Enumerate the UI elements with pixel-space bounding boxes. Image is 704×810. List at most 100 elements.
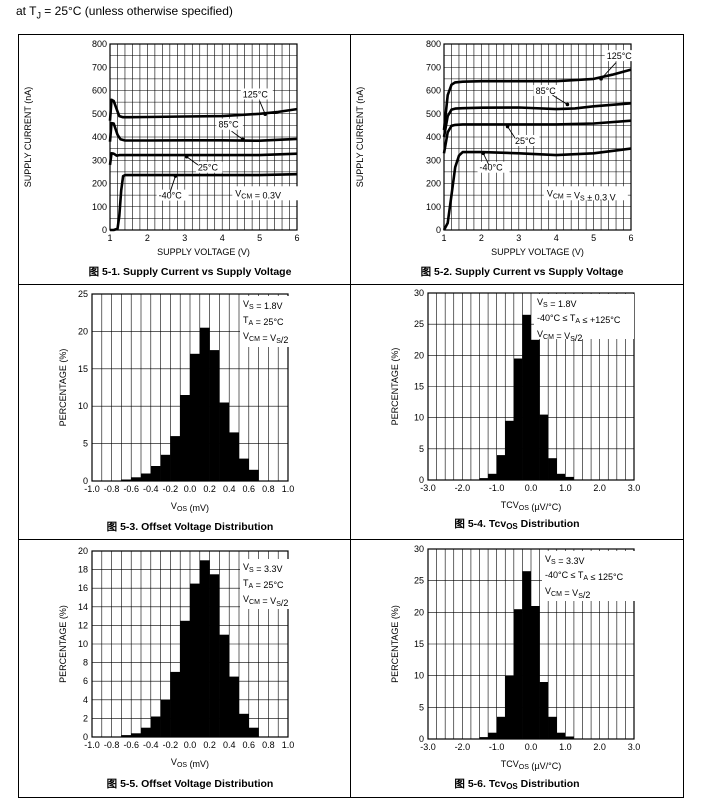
y-tick-label: 200 xyxy=(426,179,441,189)
figure-caption: 图 5-3. Offset Voltage Distribution xyxy=(107,521,274,533)
y-axis-label: PERCENTAGE (%) xyxy=(58,349,68,427)
figure-caption: 图 5-1. Supply Current vs Supply Voltage xyxy=(89,266,292,278)
figure-grid-frame xyxy=(18,34,684,798)
x-tick-label: 2 xyxy=(479,233,484,243)
histogram-bar xyxy=(556,473,566,480)
histogram-bar xyxy=(505,420,514,480)
histogram-bar xyxy=(479,737,489,739)
annotation-bg xyxy=(216,118,243,130)
histogram-bar xyxy=(121,735,132,737)
plot-frame xyxy=(427,292,635,481)
histogram-bar xyxy=(548,716,557,739)
y-tick-label: 12 xyxy=(78,620,88,630)
condition-bg xyxy=(534,294,634,339)
y-axis-label: SUPPLY CURRENT (nA) xyxy=(355,87,365,188)
y-tick-label: 300 xyxy=(426,155,441,165)
y-tick-label: 0 xyxy=(83,476,88,486)
series-annotation: 85°C xyxy=(218,120,239,130)
histogram-bar xyxy=(160,699,171,737)
annotation-bg xyxy=(604,50,637,62)
test-condition: VCM = VS ± 0.3 V xyxy=(547,188,616,202)
series-annotation: 125°C xyxy=(607,51,633,61)
condition-bg xyxy=(542,551,638,601)
chart-tcvos-dist-1p8: -3.0 -2.0 -1.0 0.0 1.0 2.0 3.0 0 5 10 15 20 25 30 TCVO… xyxy=(390,288,640,531)
y-tick-label: 0 xyxy=(436,225,441,235)
y-tick-label: 30 xyxy=(414,544,424,554)
x-tick-label: -3.0 xyxy=(420,483,436,493)
x-tick-label: -0.2 xyxy=(163,484,179,494)
y-tick-label: 600 xyxy=(426,86,441,96)
chart-offset-voltage-dist-1p8: -1.0 -0.8 -0.6 -0.4 -0.2 0.0 0.2 0.4 0.6 0.8 1.0 0 5… xyxy=(58,289,297,533)
histogram-bar xyxy=(565,476,574,480)
grid-divider-row-1 xyxy=(18,284,684,285)
series-annotation: 25°C xyxy=(515,136,536,146)
annotation-arrowhead xyxy=(173,174,178,178)
x-tick-label: 3 xyxy=(516,233,521,243)
chart-tcvos-dist-3p3: -3.0 -2.0 -1.0 0.0 1.0 2.0 3.0 0 5 10 15 20 25 30 TCVO… xyxy=(390,544,640,791)
y-tick-label: 800 xyxy=(426,39,441,49)
histogram-bar xyxy=(522,314,531,480)
series-line xyxy=(110,172,298,232)
histogram-bar xyxy=(488,732,497,739)
histogram-bar xyxy=(229,432,239,481)
y-tick-label: 10 xyxy=(414,671,424,681)
histogram-bar xyxy=(190,353,200,481)
annotation-leader xyxy=(600,62,617,80)
histogram-bar xyxy=(131,733,141,737)
y-tick-label: 10 xyxy=(414,413,424,423)
histogram-bar xyxy=(539,414,549,480)
histogram-bar xyxy=(531,606,540,739)
histogram-bar xyxy=(539,682,549,739)
x-axis-label: TCVOS (µV/°C) xyxy=(501,759,561,771)
y-tick-label: 100 xyxy=(92,202,107,212)
header-prefix: at T xyxy=(16,4,37,18)
annotation-arrowhead xyxy=(505,124,510,129)
test-condition: TA = 25°C xyxy=(243,578,284,590)
x-tick-label: -0.8 xyxy=(104,740,120,750)
y-tick-label: 15 xyxy=(414,382,424,392)
y-tick-label: 30 xyxy=(414,288,424,298)
x-tick-label: -0.4 xyxy=(143,484,159,494)
series-annotation: -40°C xyxy=(480,163,504,173)
histogram-bar xyxy=(141,727,151,737)
figure-caption: 图 5-4. TcvOS Distribution xyxy=(454,518,579,531)
y-tick-label: 0 xyxy=(419,475,424,485)
y-tick-label: 2 xyxy=(83,713,88,723)
x-tick-label: 0.6 xyxy=(243,484,256,494)
y-tick-label: 800 xyxy=(92,39,107,49)
series-line xyxy=(442,119,632,154)
x-axis-label: SUPPLY VOLTAGE (V) xyxy=(157,247,250,257)
annotation-arrowhead xyxy=(565,102,570,107)
x-tick-label: 2.0 xyxy=(593,742,606,752)
x-tick-label: -0.8 xyxy=(104,484,120,494)
chart-offset-voltage-dist-3p3: -1.0 -0.8 -0.6 -0.4 -0.2 0.0 0.2 0.4 0.6 0.8 1.0 0 2… xyxy=(58,546,297,790)
y-tick-label: 100 xyxy=(426,202,441,212)
series-line xyxy=(442,147,632,231)
histogram-bar xyxy=(248,727,259,737)
x-tick-label: -0.6 xyxy=(123,484,139,494)
annotation-bg xyxy=(240,88,273,100)
y-tick-label: 4 xyxy=(83,695,88,705)
test-condition: -40°C ≤ TA ≤ +125°C xyxy=(537,313,621,325)
x-tick-label: 0.0 xyxy=(525,483,538,493)
chart-supply-current-vcm-0p3: 1 2 3 4 5 6 0 100 200 300 400 500 600 700 800 SUPPLY VO… xyxy=(23,39,315,278)
histogram-bar xyxy=(141,473,151,481)
x-tick-label: -1.0 xyxy=(84,740,100,750)
histogram-bar xyxy=(190,583,200,737)
page-condition-header: at TJ = 25°C (unless otherwise specified… xyxy=(16,4,233,20)
y-tick-label: 500 xyxy=(92,109,107,119)
plot-frame xyxy=(427,548,635,740)
histogram-bar xyxy=(160,454,171,481)
test-condition: VCM = 0.3V xyxy=(235,188,281,200)
annotation-leader xyxy=(186,156,199,166)
histogram-bar xyxy=(496,455,506,480)
x-tick-label: 5 xyxy=(257,233,262,243)
condition-bg xyxy=(240,559,297,609)
x-tick-label: -0.2 xyxy=(163,740,179,750)
test-condition: VS = 1.8V xyxy=(537,297,576,309)
annotation-bg xyxy=(533,84,561,96)
test-condition: -40°C ≤ TA ≤ 125°C xyxy=(545,570,624,582)
series-line xyxy=(442,102,632,138)
x-tick-label: 6 xyxy=(628,233,633,243)
x-tick-label: 2 xyxy=(145,233,150,243)
